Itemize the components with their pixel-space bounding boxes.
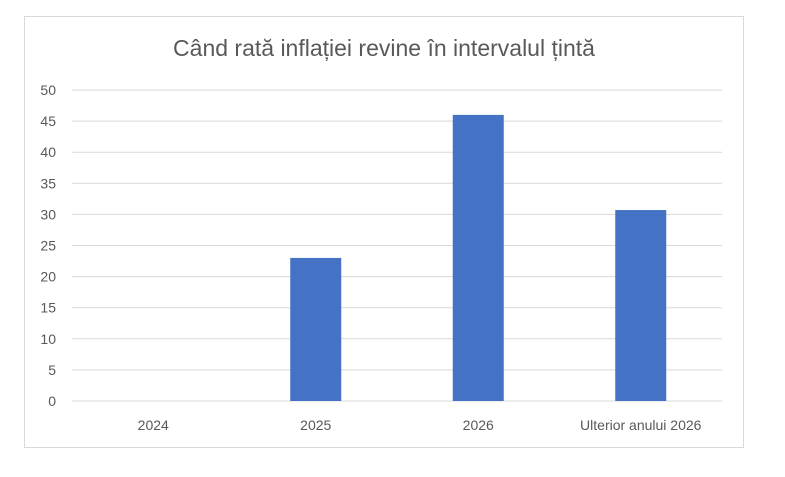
y-tick-label: 50 [40,82,56,98]
y-tick-label: 15 [40,300,56,316]
x-tick-label: 2024 [138,417,169,433]
y-tick-label: 20 [40,269,56,285]
x-tick-label: 2026 [463,417,494,433]
y-tick-label: 10 [40,331,56,347]
x-tick-label: 2025 [300,417,331,433]
y-tick-label: 35 [40,175,56,191]
y-tick-label: 45 [40,113,56,129]
bar [452,114,504,401]
y-tick-label: 0 [48,393,56,409]
bar [290,257,342,401]
y-tick-label: 5 [48,362,56,378]
bar [615,210,667,401]
chart-title: Când rată inflației revine în intervalul… [173,35,595,61]
x-tick-label: Ulterior anului 2026 [580,417,702,433]
y-tick-label: 30 [40,206,56,222]
y-tick-label: 40 [40,144,56,160]
y-tick-label: 25 [40,238,56,254]
